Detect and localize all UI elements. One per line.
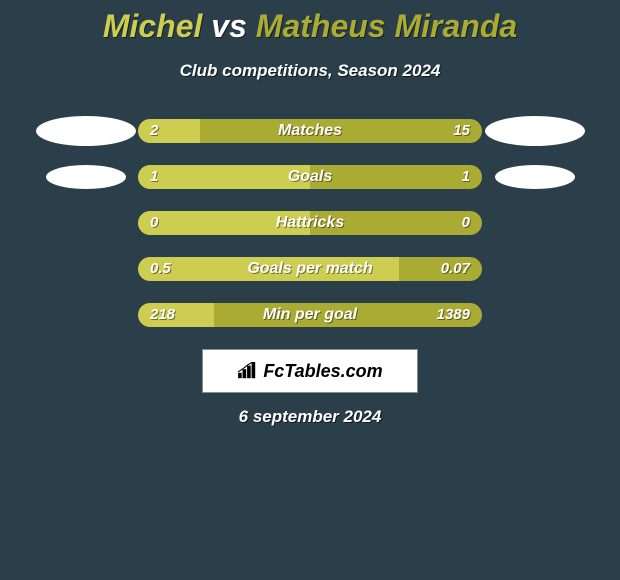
stat-label: Hattricks [138, 211, 482, 235]
left-badge-slot [33, 116, 138, 146]
stat-bar: 0.5Goals per match0.07 [138, 257, 482, 281]
stat-row: 2Matches15 [0, 119, 620, 143]
logo-content: FcTables.com [237, 361, 382, 382]
comparison-title: Michel vs Matheus Miranda [0, 0, 620, 45]
stat-bar: 0Hattricks0 [138, 211, 482, 235]
stat-bar: 2Matches15 [138, 119, 482, 143]
stat-label: Goals per match [138, 257, 482, 281]
stat-row: 218Min per goal1389 [0, 303, 620, 327]
stats-container: 2Matches15 1Goals1 0Hattricks0 0.5Goals per… [0, 119, 620, 327]
stat-label: Matches [138, 119, 482, 143]
stat-value-right: 1 [462, 165, 470, 189]
stat-bar: 1Goals1 [138, 165, 482, 189]
team-badge-left [36, 116, 136, 146]
team-badge-right [485, 116, 585, 146]
stat-value-right: 0 [462, 211, 470, 235]
stat-row: 0.5Goals per match0.07 [0, 257, 620, 281]
stat-label: Goals [138, 165, 482, 189]
stat-value-right: 1389 [437, 303, 470, 327]
right-badge-slot [482, 165, 587, 189]
bars-icon [237, 362, 259, 380]
vs-text: vs [211, 8, 247, 44]
stat-value-right: 0.07 [441, 257, 470, 281]
stat-row: 0Hattricks0 [0, 211, 620, 235]
player2-name: Matheus Miranda [256, 8, 517, 44]
stat-row: 1Goals1 [0, 165, 620, 189]
stat-value-right: 15 [453, 119, 470, 143]
team-badge-right [495, 165, 575, 189]
date-text: 6 september 2024 [0, 407, 620, 427]
player1-name: Michel [103, 8, 203, 44]
right-badge-slot [482, 116, 587, 146]
site-logo[interactable]: FcTables.com [202, 349, 418, 393]
subtitle: Club competitions, Season 2024 [0, 61, 620, 81]
logo-text: FcTables.com [263, 361, 382, 382]
stat-label: Min per goal [138, 303, 482, 327]
stat-bar: 218Min per goal1389 [138, 303, 482, 327]
team-badge-left [46, 165, 126, 189]
left-badge-slot [33, 165, 138, 189]
